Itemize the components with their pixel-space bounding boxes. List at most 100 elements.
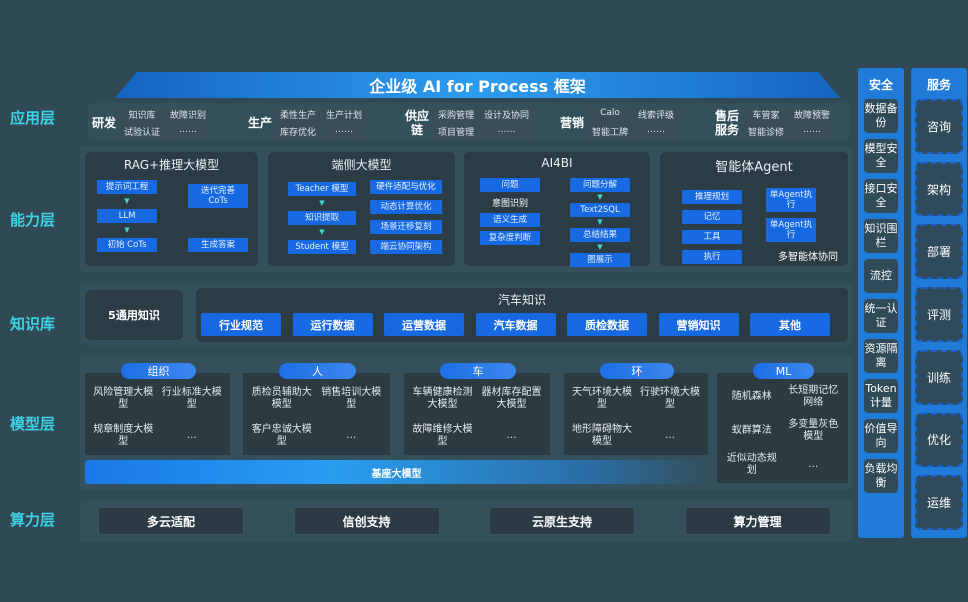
model-item: 故障维修大模型 [412, 423, 473, 447]
panel-title: 智能体Agent [715, 160, 793, 175]
capability-step: 生成答案 [188, 238, 248, 252]
service-item: 运维 [915, 475, 963, 531]
security-item: 统一认证 [864, 299, 898, 333]
model-item: 多变量灰色模型 [788, 419, 839, 442]
model-item: 随机森林 [731, 391, 772, 402]
service-item: 架构 [915, 161, 963, 217]
capability-step: 问题 [480, 178, 540, 192]
model-item: 客户忠诚大模型 [251, 423, 312, 447]
app-item: 智能工牌 [588, 124, 633, 139]
model-panel: 质检员辅助大模型 销售培训大模型 客户忠诚大模型 … [243, 373, 390, 455]
model-item: 行驶环境大模型 [640, 386, 700, 410]
app-item: 项目管理 [434, 124, 479, 139]
model-tab: 组织 [121, 363, 196, 379]
app-items: 知识库 故障识别 试验认证…… [120, 107, 211, 139]
app-group: 生产 柔性生产 生产计划 库存优化…… [248, 107, 367, 139]
capability-step: 复杂度判断 [480, 231, 540, 245]
compute-item: 多云适配 [98, 507, 244, 535]
app-item: …… [322, 124, 367, 139]
model-item: … [506, 429, 517, 441]
model-item: 长短期记忆网络 [788, 385, 839, 408]
panel-rag: RAG+推理大模型 提示词工程 ▼ LLM ▼ 初始 CoTs 迭代完善 CoTs 生成答… [85, 152, 258, 266]
model-item: 蚁群算法 [731, 425, 772, 436]
app-item: 知识库 [120, 107, 165, 122]
app-item: 线索评级 [634, 107, 679, 122]
layer-label-model: 模型层 [10, 415, 56, 433]
knowledge-item: 行业规范 [201, 313, 281, 336]
panel-ai4bi: AI4BI 问题 意图识别 语义生成 复杂度判断 问题分解 ▼ Text2SQL ▼ 总结结果… [464, 152, 650, 267]
app-item: …… [166, 124, 211, 139]
capability-step: 记忆 [682, 210, 742, 224]
capability-step: 单Agent执行 [766, 188, 816, 212]
model-item: 行业标准大模型 [161, 386, 222, 410]
services-column: 服务 咨询 架构 部署 评测 训练 优化 运维 [911, 68, 967, 538]
app-item: 采购管理 [434, 107, 479, 122]
model-item: 天气环境大模型 [572, 386, 632, 410]
model-item: … [186, 429, 197, 441]
knowledge-item: 运行数据 [292, 313, 373, 336]
app-items: Calo 线索评级 智能工牌…… [588, 107, 679, 139]
security-item: 负载均衡 [864, 459, 898, 493]
security-item: 资源隔离 [864, 339, 898, 373]
knowledge-item: 质检数据 [567, 313, 647, 336]
capability-step: 场景迁移复刻 [370, 220, 442, 234]
model-item: 质检员辅助大模型 [251, 386, 312, 410]
panel-title: RAG+推理大模型 [123, 158, 220, 172]
framework-title: 企业级 AI for Process 框架 [115, 72, 840, 98]
security-title: 安全 [868, 78, 893, 92]
app-item: 柔性生产 [276, 107, 321, 122]
app-items: 车管家 故障预警 智能诊修…… [744, 107, 835, 139]
capability-step: LLM [97, 209, 157, 223]
arrow-down-icon: ▼ [597, 243, 603, 251]
panel-edge: 端侧大模型 Teacher 模型 ▼ 知识提取 ▼ Student 模型 硬件适配与优化… [268, 152, 455, 266]
layer-label-capability: 能力层 [10, 211, 56, 229]
app-items: 柔性生产 生产计划 库存优化…… [276, 107, 367, 139]
model-panel: 车辆健康检测大模型 器材库存配置大模型 故障维修大模型… [404, 373, 550, 455]
knowledge-item: 其他 [750, 313, 830, 336]
arrow-down-icon: ▼ [124, 226, 130, 234]
knowledge-item: 营销知识 [658, 313, 739, 336]
app-group-name: 营销 [560, 116, 585, 130]
model-item: … [808, 459, 819, 470]
capability-step: Student 模型 [288, 240, 356, 254]
model-item: 销售培训大模型 [321, 386, 382, 410]
arrow-down-icon: ▼ [319, 199, 325, 207]
services-title: 服务 [926, 78, 951, 92]
model-tab: 环 [600, 363, 674, 379]
security-item: 价值导向 [864, 419, 898, 453]
security-item: 数据备份 [864, 99, 898, 133]
app-group: 供应链 采购管理 设计及协同 项目管理…… [404, 107, 534, 139]
app-group-name: 研发 [92, 116, 117, 130]
app-items: 采购管理 设计及协同 项目管理…… [434, 107, 534, 139]
app-item: 生产计划 [322, 107, 367, 122]
service-item: 训练 [915, 349, 963, 405]
compute-item: 云原生支持 [489, 507, 635, 535]
capability-step: 动态计算优化 [370, 200, 442, 214]
capability-step: 意图识别 [491, 199, 528, 209]
panel-agent: 智能体Agent 推理规划 记忆 工具 执行 单Agent执行 单Agent执行 多智能… [660, 152, 848, 266]
app-item: 车管家 [744, 107, 789, 122]
arrow-down-icon: ▼ [124, 197, 130, 205]
app-item: 智能诊修 [744, 124, 789, 139]
knowledge-item: 汽车数据 [475, 313, 556, 336]
security-item: 知识围栏 [864, 219, 898, 253]
model-tab: 车 [440, 363, 516, 379]
capability-step: 初始 CoTs [97, 238, 157, 252]
app-group: 营销 Calo 线索评级 智能工牌…… [560, 107, 679, 139]
app-item: 试验认证 [120, 124, 165, 139]
capability-step: 工具 [682, 230, 742, 244]
capability-step: Text2SQL [570, 203, 630, 217]
model-item: 规章制度大模型 [93, 423, 154, 447]
model-item: … [346, 429, 357, 441]
capability-step: 问题分解 [570, 178, 630, 192]
capability-step: 总结结果 [570, 228, 630, 242]
model-item: 风险管理大模型 [93, 386, 154, 410]
capability-step: 提示词工程 [97, 180, 157, 194]
app-item: 故障识别 [166, 107, 211, 122]
app-item: …… [480, 124, 534, 139]
app-item: 库存优化 [276, 124, 321, 139]
capability-step: Teacher 模型 [288, 182, 356, 196]
capability-step: 迭代完善 CoTs [188, 184, 248, 208]
arrow-down-icon: ▼ [597, 218, 603, 226]
security-item: Token计量 [864, 379, 898, 413]
